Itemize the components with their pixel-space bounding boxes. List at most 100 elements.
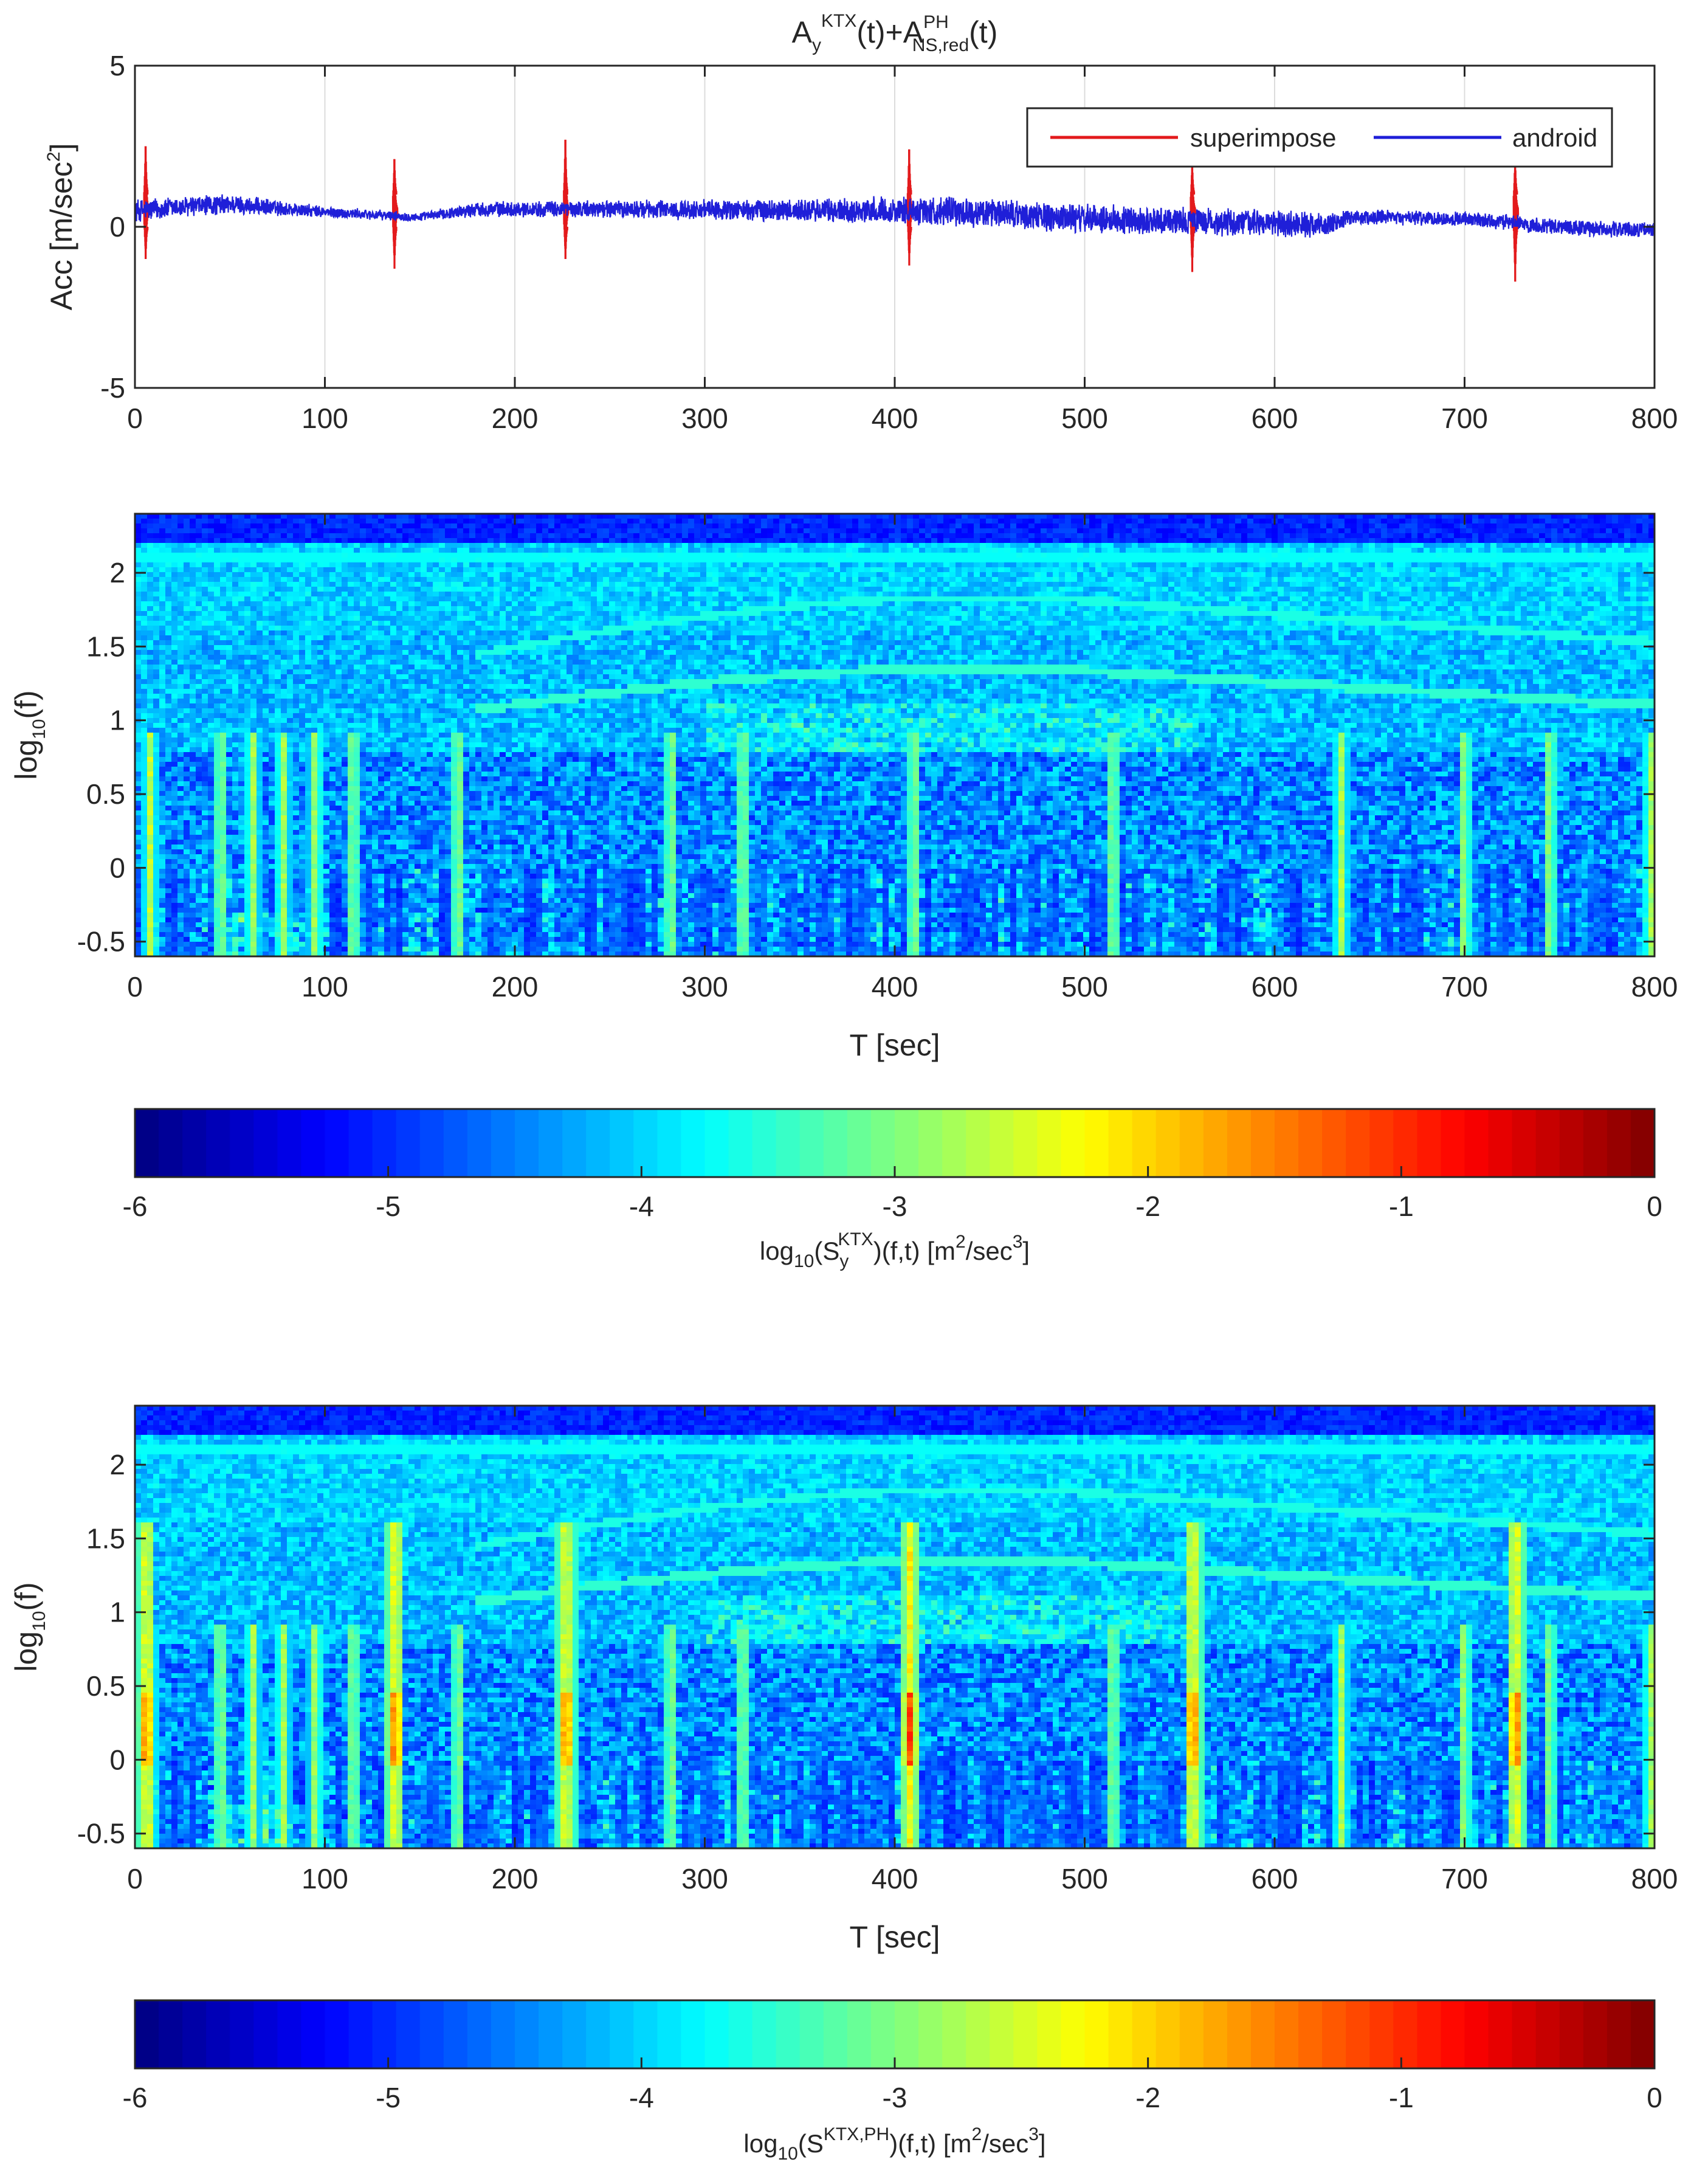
- spectrogram-1-cell: [177, 514, 184, 519]
- spectrogram-1-cell: [408, 713, 415, 719]
- spectrogram-1-cell: [348, 810, 354, 816]
- spectrogram-1-cell: [408, 611, 415, 617]
- spectrogram-1-cell: [177, 772, 184, 777]
- spectrogram-1-cell: [263, 913, 269, 918]
- spectrogram-1-cell: [244, 660, 251, 665]
- spectrogram-1-cell: [171, 898, 178, 903]
- spectrogram-1-cell: [457, 567, 464, 573]
- spectrogram-1-cell: [238, 528, 245, 534]
- spectrogram-1-cell: [378, 523, 385, 529]
- spectrogram-1-cell: [323, 883, 330, 889]
- spectrogram-1-cell: [299, 917, 306, 923]
- spectrogram-1-cell: [275, 947, 281, 952]
- spectrogram-1-cell: [463, 538, 470, 544]
- spectrogram-1-cell: [281, 772, 288, 777]
- spectrogram-1-cell: [317, 689, 324, 694]
- spectrogram-1-cell: [457, 767, 464, 772]
- spectrogram-1-cell: [457, 674, 464, 680]
- spectrogram-1-cell: [214, 835, 221, 840]
- spectrogram-1-cell: [226, 815, 233, 821]
- spectrogram-1-cell: [202, 815, 208, 821]
- spectrogram-1-cell: [208, 776, 215, 782]
- spectrogram-1-cell: [427, 942, 433, 947]
- spectrogram-1-cell: [445, 762, 452, 767]
- spectrogram-1-cell: [159, 665, 166, 670]
- spectrogram-1-cell: [244, 621, 251, 626]
- spectrogram-1-cell: [396, 523, 403, 529]
- spectrogram-1-cell: [433, 543, 439, 548]
- spectrogram-1-cell: [457, 869, 464, 874]
- spectrogram-1-cell: [433, 533, 439, 539]
- spectrogram-1-cell: [329, 844, 336, 850]
- spectrogram-1-cell: [153, 806, 160, 811]
- spectrogram-1-cell: [220, 864, 227, 869]
- spectrogram-1-cell: [408, 626, 415, 631]
- spectrogram-1-cell: [396, 937, 403, 942]
- spectrogram-1-cell: [329, 523, 336, 529]
- spectrogram-1-cell: [336, 562, 342, 568]
- spectrogram-1-cell: [171, 932, 178, 938]
- spectrogram-1-cell: [232, 523, 239, 529]
- spectrogram-1-cell: [396, 577, 403, 582]
- spectrogram-1-cell: [263, 523, 269, 529]
- spectrogram-1-cell: [275, 543, 281, 548]
- spectrogram-1-cell: [147, 611, 154, 617]
- spectrogram-1-cell: [390, 533, 397, 539]
- spectrogram-1-cell: [226, 587, 233, 592]
- spectrogram-1-cell: [202, 621, 208, 626]
- spectrogram-1-cell: [329, 728, 336, 733]
- spectrogram-1-cell: [238, 577, 245, 582]
- spectrogram-1-cell: [293, 703, 300, 709]
- spectrogram-1-cell: [457, 558, 464, 563]
- spectrogram-1-cell: [196, 869, 202, 874]
- spectrogram-1-cell: [184, 806, 190, 811]
- spectrogram-1-cell: [311, 558, 318, 563]
- spectrogram-1-cell: [378, 630, 385, 636]
- spectrogram-1-cell: [360, 859, 367, 865]
- spectrogram-1-cell: [208, 587, 215, 592]
- spectrogram-1-cell: [153, 572, 160, 578]
- spectrogram-1-cell: [190, 562, 196, 568]
- spectrogram-1-cell: [190, 674, 196, 680]
- spectrogram-1-cell: [153, 796, 160, 801]
- spectrogram-1-cell: [250, 849, 257, 855]
- spectrogram-1-cell: [329, 596, 336, 602]
- spectrogram-1-cell: [147, 917, 154, 923]
- spectrogram-1-cell: [402, 665, 409, 670]
- spectrogram-1-cell: [421, 874, 427, 879]
- spectrogram-1-cell: [214, 533, 221, 539]
- spectrogram-1-cell: [390, 655, 397, 660]
- spectrogram-1-cell: [275, 601, 281, 607]
- spectrogram-1-cell: [202, 723, 208, 728]
- spectrogram-1-cell: [439, 796, 446, 801]
- spectrogram-1-cell: [445, 859, 452, 865]
- spectrogram-1-cell: [360, 538, 367, 544]
- spectrogram-1-cell: [439, 689, 446, 694]
- spectrogram-1-cell: [263, 898, 269, 903]
- spectrogram-1-cell: [342, 908, 348, 913]
- spectrogram-1-cell: [293, 616, 300, 621]
- spectrogram-1-cell: [402, 582, 409, 587]
- spectrogram-1-cell: [263, 742, 269, 748]
- spectrogram-1-cell: [275, 514, 281, 519]
- spectrogram-1-cell: [317, 806, 324, 811]
- spectrogram-1-cell: [415, 903, 421, 908]
- spectrogram-1-cell: [135, 801, 142, 806]
- spectrogram-1-cell: [165, 898, 172, 903]
- spectrogram-1-cell: [360, 854, 367, 860]
- spectrogram-1-cell: [196, 650, 202, 655]
- spectrogram-1-cell: [208, 596, 215, 602]
- spectrogram-1-cell: [348, 723, 354, 728]
- spectrogram-1-cell: [421, 567, 427, 573]
- spectrogram-1-cell: [305, 742, 312, 748]
- spectrogram-1-cell: [141, 932, 148, 938]
- spectrogram-1-cell: [384, 752, 391, 758]
- spectrogram-1-cell: [263, 611, 269, 617]
- spectrogram-1-cell: [311, 655, 318, 660]
- spectrogram-1-cell: [445, 893, 452, 899]
- spectrogram-1-cell: [445, 869, 452, 874]
- spectrogram-1-cell: [378, 650, 385, 655]
- spectrogram-1-cell: [269, 810, 275, 816]
- spectrogram-1-cell: [250, 757, 257, 762]
- spectrogram-1-cell: [384, 689, 391, 694]
